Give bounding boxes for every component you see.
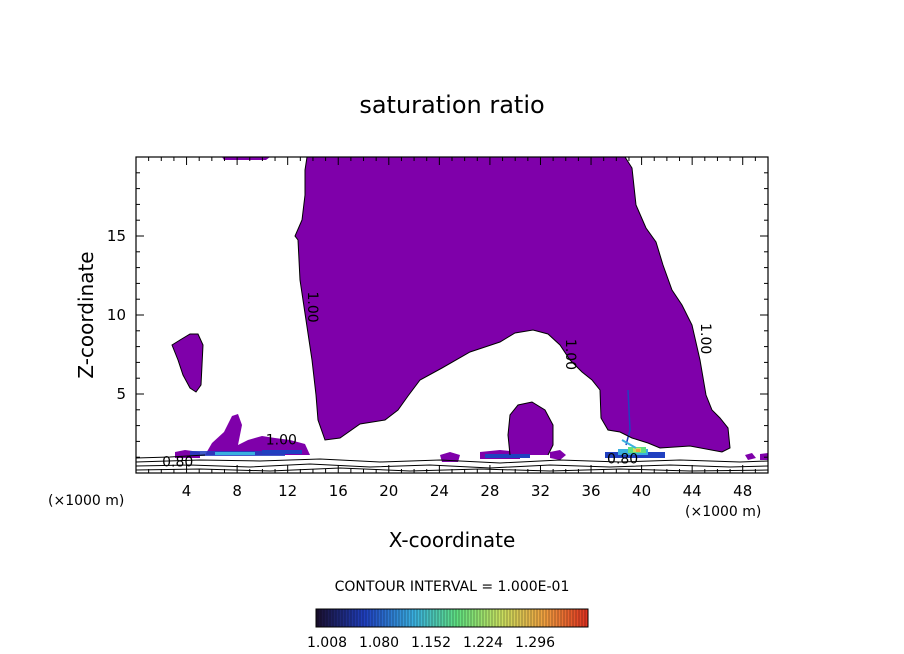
- x-tick-label: 44: [683, 482, 702, 500]
- colorbar-tick-label: 1.152: [411, 635, 451, 651]
- colorbar-tick-label: 1.224: [463, 635, 503, 651]
- surface-blob: [745, 453, 756, 460]
- band: [215, 452, 255, 455]
- x-tick-label: 8: [232, 482, 242, 500]
- y-tick-label: 5: [116, 385, 126, 403]
- contour-label: 0.80: [607, 452, 638, 468]
- colorbar-labels: 1.008 1.080 1.152 1.224 1.296: [307, 635, 555, 651]
- x-tick-label: 28: [480, 482, 499, 500]
- y-tick-label: 15: [107, 227, 126, 245]
- y-axis-label: Z-coordinate: [74, 251, 98, 378]
- main-cloud-region: [295, 157, 730, 452]
- x-tick-label: 24: [430, 482, 449, 500]
- contour-label: 0.80: [162, 455, 193, 471]
- plume: [621, 439, 637, 449]
- surface-blob: [440, 452, 460, 462]
- contour-interval-label: CONTOUR INTERVAL = 1.000E-01: [335, 579, 570, 595]
- x-tick-label: 48: [733, 482, 752, 500]
- x-tick-label: 36: [581, 482, 600, 500]
- x-tick-label: 4: [182, 482, 192, 500]
- x-tick-label: 32: [531, 482, 550, 500]
- cumulus-region: [508, 402, 553, 455]
- plume: [625, 389, 631, 446]
- x-units-left: (×1000 m): [48, 493, 124, 509]
- contour-label: 1.00: [266, 433, 297, 449]
- colorbar-tick-label: 1.008: [307, 635, 347, 651]
- small-cloud-region: [172, 334, 203, 392]
- surface-blob: [760, 453, 768, 460]
- colorbar-tick-label: 1.080: [359, 635, 399, 651]
- x-tick-label: 16: [329, 482, 348, 500]
- contour-lines: [136, 157, 768, 472]
- x-axis-label: X-coordinate: [389, 528, 516, 552]
- colorbar-tick-label: 1.296: [515, 635, 555, 651]
- colorbar-hatching: [317, 609, 586, 627]
- x-tick-label: 20: [379, 482, 398, 500]
- contour-label: 1.00: [304, 292, 320, 323]
- band: [262, 450, 302, 454]
- chart-title: saturation ratio: [359, 91, 544, 119]
- band: [485, 454, 530, 458]
- top-cloud-strip: [222, 157, 270, 160]
- contour-label: 1.00: [697, 323, 713, 354]
- x-tick-label: 40: [632, 482, 651, 500]
- y-tick-label: 10: [107, 306, 126, 324]
- band: [636, 449, 640, 452]
- surface-blob: [550, 450, 566, 460]
- x-tick-label: 12: [278, 482, 297, 500]
- y-axis: 5 10 15: [107, 172, 768, 458]
- x-axis: 4 8 12 16 20 24 28 32 36 40 44 48: [148, 157, 756, 500]
- plot-area: [136, 157, 768, 472]
- contour-labels: 1.00 1.00 1.00 1.00 0.80 0.80: [162, 292, 713, 471]
- low-cloud-region: [205, 414, 310, 455]
- x-units-right: (×1000 m): [685, 504, 761, 520]
- contour-label: 1.00: [562, 339, 578, 370]
